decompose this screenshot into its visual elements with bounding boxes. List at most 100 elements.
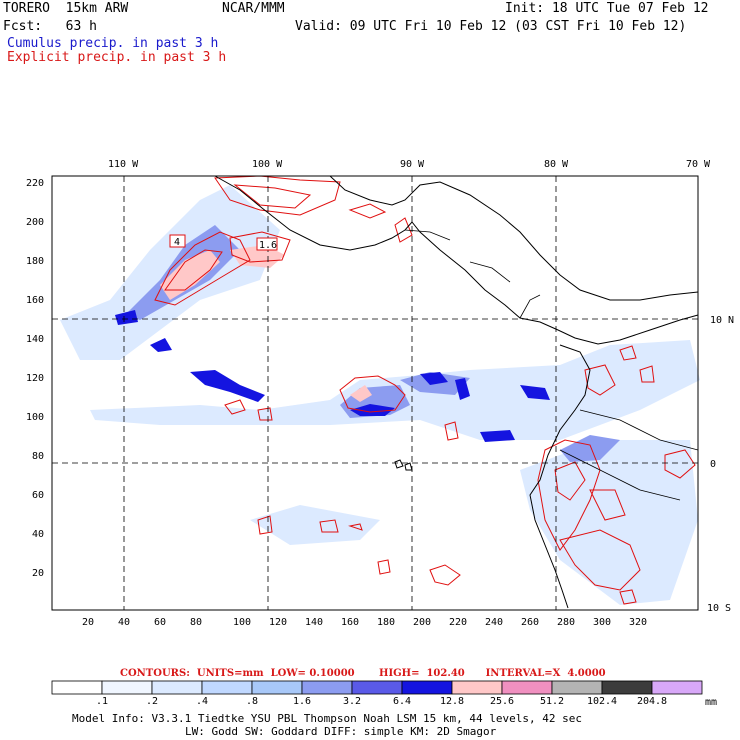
coastlines xyxy=(214,175,699,609)
colorbar-swatch xyxy=(601,680,653,695)
country-border xyxy=(579,409,699,451)
y-tick-label: 100 xyxy=(26,412,44,423)
contour-label-box xyxy=(169,234,186,248)
colorbar-swatch xyxy=(651,680,703,695)
x-tick-label: 260 xyxy=(521,617,539,628)
contour-line xyxy=(257,515,273,535)
cumulus-precip-core xyxy=(480,430,515,442)
contour-line xyxy=(537,439,601,551)
cumulus-precip-area xyxy=(560,435,620,462)
coastline-island xyxy=(404,462,413,471)
colorbar-swatch xyxy=(151,680,203,695)
y-tick-label: 60 xyxy=(32,490,44,501)
colorbar-swatch xyxy=(351,680,403,695)
x-tick-label: 20 xyxy=(82,617,94,628)
cumulus-precip-core xyxy=(455,378,470,400)
cumulus-precip-area xyxy=(250,505,380,545)
y-tick-label: 160 xyxy=(26,295,44,306)
valid-time: Valid: 09 UTC Fri 10 Feb 12 (03 CST Fri … xyxy=(295,19,687,34)
colorbar-level-label: .2 xyxy=(146,696,158,707)
cumulus-precip-core xyxy=(350,404,395,416)
coastline-caribbean xyxy=(329,175,699,301)
organization: NCAR/MMM xyxy=(222,1,285,16)
contour-line xyxy=(664,449,696,479)
y-tick-label: 140 xyxy=(26,334,44,345)
colorbar-level-label: 25.6 xyxy=(490,696,514,707)
contour-line xyxy=(348,203,387,219)
cumulus-precip-core xyxy=(115,310,138,325)
model-info-line2: LW: Godd SW: Goddard DIFF: simple KM: 2D… xyxy=(185,725,497,738)
colorbar-level-label: 3.2 xyxy=(343,696,361,707)
y-tick-label: 200 xyxy=(26,217,44,228)
contour-line xyxy=(589,489,626,521)
coastline-south-america xyxy=(529,344,591,609)
cumulus-precip-area xyxy=(520,440,698,605)
init-time: Init: 18 UTC Tue 07 Feb 12 xyxy=(505,1,709,16)
lat-label: 10 N xyxy=(710,315,734,326)
lon-label: 100 W xyxy=(252,159,283,170)
model-info-line1: Model Info: V3.3.1 Tiedtke YSU PBL Thomp… xyxy=(72,712,582,725)
colorbar-swatch xyxy=(451,680,503,695)
x-tick-label: 240 xyxy=(485,617,503,628)
contour-line xyxy=(639,365,655,383)
country-border xyxy=(404,229,451,241)
cumulus-precip-core xyxy=(150,338,172,352)
explicit-precip-area xyxy=(350,385,372,402)
map-frame xyxy=(51,175,699,611)
x-tick-label: 40 xyxy=(118,617,130,628)
contour-line xyxy=(394,217,413,243)
explicit-precip-area xyxy=(160,250,220,300)
contour-line xyxy=(429,564,461,586)
forecast-hours: Fcst: 63 h xyxy=(3,19,97,34)
contour-label-box xyxy=(256,237,278,251)
contour-line xyxy=(619,589,637,605)
explicit-precip-contours xyxy=(154,175,696,605)
coastline-mexico xyxy=(214,175,699,345)
contour-line xyxy=(319,519,339,533)
x-tick-label: 100 xyxy=(233,617,251,628)
x-tick-label: 300 xyxy=(593,617,611,628)
y-tick-label: 40 xyxy=(32,529,44,540)
x-tick-label: 160 xyxy=(341,617,359,628)
contour-line xyxy=(339,375,406,413)
colorbar-swatch xyxy=(251,680,303,695)
colorbar-level-label: 51.2 xyxy=(540,696,564,707)
contour-line xyxy=(619,345,637,361)
colorbar-level-label: 204.8 xyxy=(637,696,667,707)
precip-shading xyxy=(60,185,700,605)
x-tick-label: 200 xyxy=(413,617,431,628)
contour-line xyxy=(377,559,391,575)
contour-label-text: 4 xyxy=(174,237,180,248)
borders xyxy=(404,229,699,501)
contour-line xyxy=(554,461,586,501)
colorbar-swatch xyxy=(551,680,603,695)
colorbar-swatch xyxy=(401,680,453,695)
field-label-explicit: Explicit precip. in past 3 h xyxy=(7,50,227,65)
colorbar-level-label: .1 xyxy=(96,696,108,707)
x-tick-label: 320 xyxy=(629,617,647,628)
contour-line xyxy=(224,399,246,415)
lon-label: 90 W xyxy=(400,159,425,170)
cumulus-precip-core xyxy=(520,385,550,400)
model-name: TORERO 15km ARW xyxy=(3,1,129,16)
colorbar: .1 .2 .4 .8 1.6 3.2 6.4 12.8 25.6 51.2 102.4 204.8 xyxy=(51,680,703,707)
explicit-precip-area xyxy=(230,245,285,268)
x-tick-label: 80 xyxy=(190,617,202,628)
contour-line xyxy=(164,249,223,291)
lon-label: 110 W xyxy=(108,159,139,170)
cumulus-precip-core xyxy=(420,372,448,385)
lat-label: 0 xyxy=(710,459,716,470)
lon-label: 80 W xyxy=(544,159,569,170)
y-tick-label: 20 xyxy=(32,568,44,579)
country-border xyxy=(559,449,681,501)
lon-label: 70 W xyxy=(686,159,711,170)
y-axis: 220 200 180 160 140 120 100 80 60 40 20 xyxy=(26,178,44,579)
longitude-labels: 110 W 100 W 90 W 80 W 70 W xyxy=(108,159,711,170)
x-tick-label: 120 xyxy=(269,617,287,628)
colorbar-swatch xyxy=(51,680,103,695)
contour-line xyxy=(348,523,363,531)
country-border xyxy=(519,294,541,319)
x-tick-label: 220 xyxy=(449,617,467,628)
colorbar-unit: mm xyxy=(705,697,717,708)
